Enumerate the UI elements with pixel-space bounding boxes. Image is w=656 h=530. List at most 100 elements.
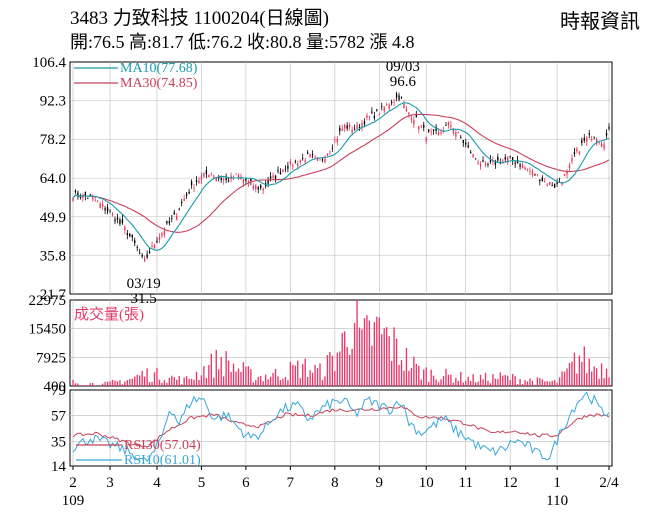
candle-body (544, 180, 546, 182)
candle-body (507, 157, 509, 162)
candle-body (361, 123, 363, 128)
candle-body (227, 180, 230, 182)
candle-body (504, 157, 506, 160)
volume-bar (111, 379, 114, 386)
volume-bar (460, 371, 462, 386)
volume-bar (272, 372, 274, 386)
volume-bar (82, 385, 84, 386)
candle-body (131, 234, 133, 238)
candle-body (539, 179, 541, 182)
volume-bar (398, 364, 400, 386)
rsi-legend-label: RSI30(57.04) (124, 438, 201, 453)
volume-bar (568, 362, 571, 386)
candle-body (556, 181, 558, 184)
volume-bar (129, 379, 131, 386)
volume-bar (297, 360, 299, 386)
volume-bar (504, 374, 506, 386)
candle-body (600, 144, 603, 147)
volume-bar (556, 382, 558, 386)
candle-body (331, 147, 334, 149)
volume-bar (598, 378, 600, 386)
volume-bar (418, 365, 420, 386)
x-tick-label: 8 (331, 475, 339, 491)
candle-body (487, 164, 489, 166)
volume-bar (213, 377, 215, 386)
price-tick-label: 35.8 (40, 248, 66, 264)
candle-body (378, 114, 380, 116)
volume-bar (84, 385, 87, 386)
candle-body (255, 184, 257, 190)
volume-bar (489, 383, 492, 386)
volume-bar (581, 361, 583, 386)
volume-bar (316, 368, 319, 386)
volume-bar (390, 360, 393, 386)
volume-bar (329, 351, 331, 386)
peak-value-annotation: 96.6 (390, 74, 417, 90)
candle-body (576, 148, 578, 152)
candle-body (455, 132, 457, 137)
volume-bar (462, 382, 464, 386)
volume-bar (163, 380, 166, 386)
candle-body (583, 137, 585, 141)
volume-bar (440, 379, 442, 386)
volume-bar (549, 381, 551, 386)
candle-body (136, 247, 138, 248)
candle-body (521, 164, 524, 169)
candle-body (588, 133, 590, 135)
candle-body (292, 165, 294, 167)
candle-body (400, 96, 403, 98)
volume-bar (576, 373, 578, 386)
volume-bar (326, 355, 329, 386)
x-tick-label: 12 (503, 475, 518, 491)
volume-bar (529, 378, 531, 386)
volume-bar (181, 384, 183, 386)
candle-body (467, 145, 469, 148)
line-layer (72, 102, 610, 462)
candle-body (111, 214, 114, 215)
candle-body (405, 108, 408, 112)
volume-bar (319, 363, 321, 386)
candle-body (252, 186, 254, 189)
volume-bar (403, 370, 405, 386)
x-tick-label: 9 (376, 475, 384, 491)
candle-body (482, 160, 484, 162)
candle-body (311, 154, 314, 156)
volume-bar (447, 374, 450, 386)
candle-body (420, 125, 422, 127)
volume-bar (208, 365, 210, 386)
rsi10-line (72, 391, 610, 462)
volume-bar (255, 380, 257, 386)
candle-body (571, 158, 573, 162)
volume-bar (363, 318, 366, 386)
candle-body (603, 144, 605, 149)
candle-body (94, 200, 96, 202)
candle-body (119, 219, 121, 224)
volume-bar (198, 379, 200, 386)
candle-body (344, 124, 346, 129)
volume-bar (430, 369, 432, 386)
volume-bar (222, 376, 225, 386)
volume-bar (410, 368, 413, 386)
candle-body (166, 221, 168, 224)
volume-bar (260, 375, 262, 386)
volume-bar (97, 385, 99, 386)
volume-bar (467, 376, 469, 386)
candle-body (502, 160, 504, 162)
volume-bar (203, 366, 205, 386)
candle-body (143, 258, 146, 262)
candle-body (445, 124, 447, 126)
volume-bar (250, 369, 252, 386)
volume-bar (339, 351, 341, 386)
volume-bar (353, 322, 356, 386)
candle-body (497, 156, 499, 161)
candle-body (341, 128, 343, 131)
volume-bar (141, 370, 143, 386)
volume-bar (173, 377, 175, 386)
candle-body (178, 208, 180, 210)
volume-bar (289, 361, 292, 386)
candle-body (116, 217, 119, 220)
volume-bar (124, 381, 126, 386)
candle-body (114, 219, 116, 222)
candle-body (304, 160, 306, 163)
volume-bar (237, 368, 240, 386)
